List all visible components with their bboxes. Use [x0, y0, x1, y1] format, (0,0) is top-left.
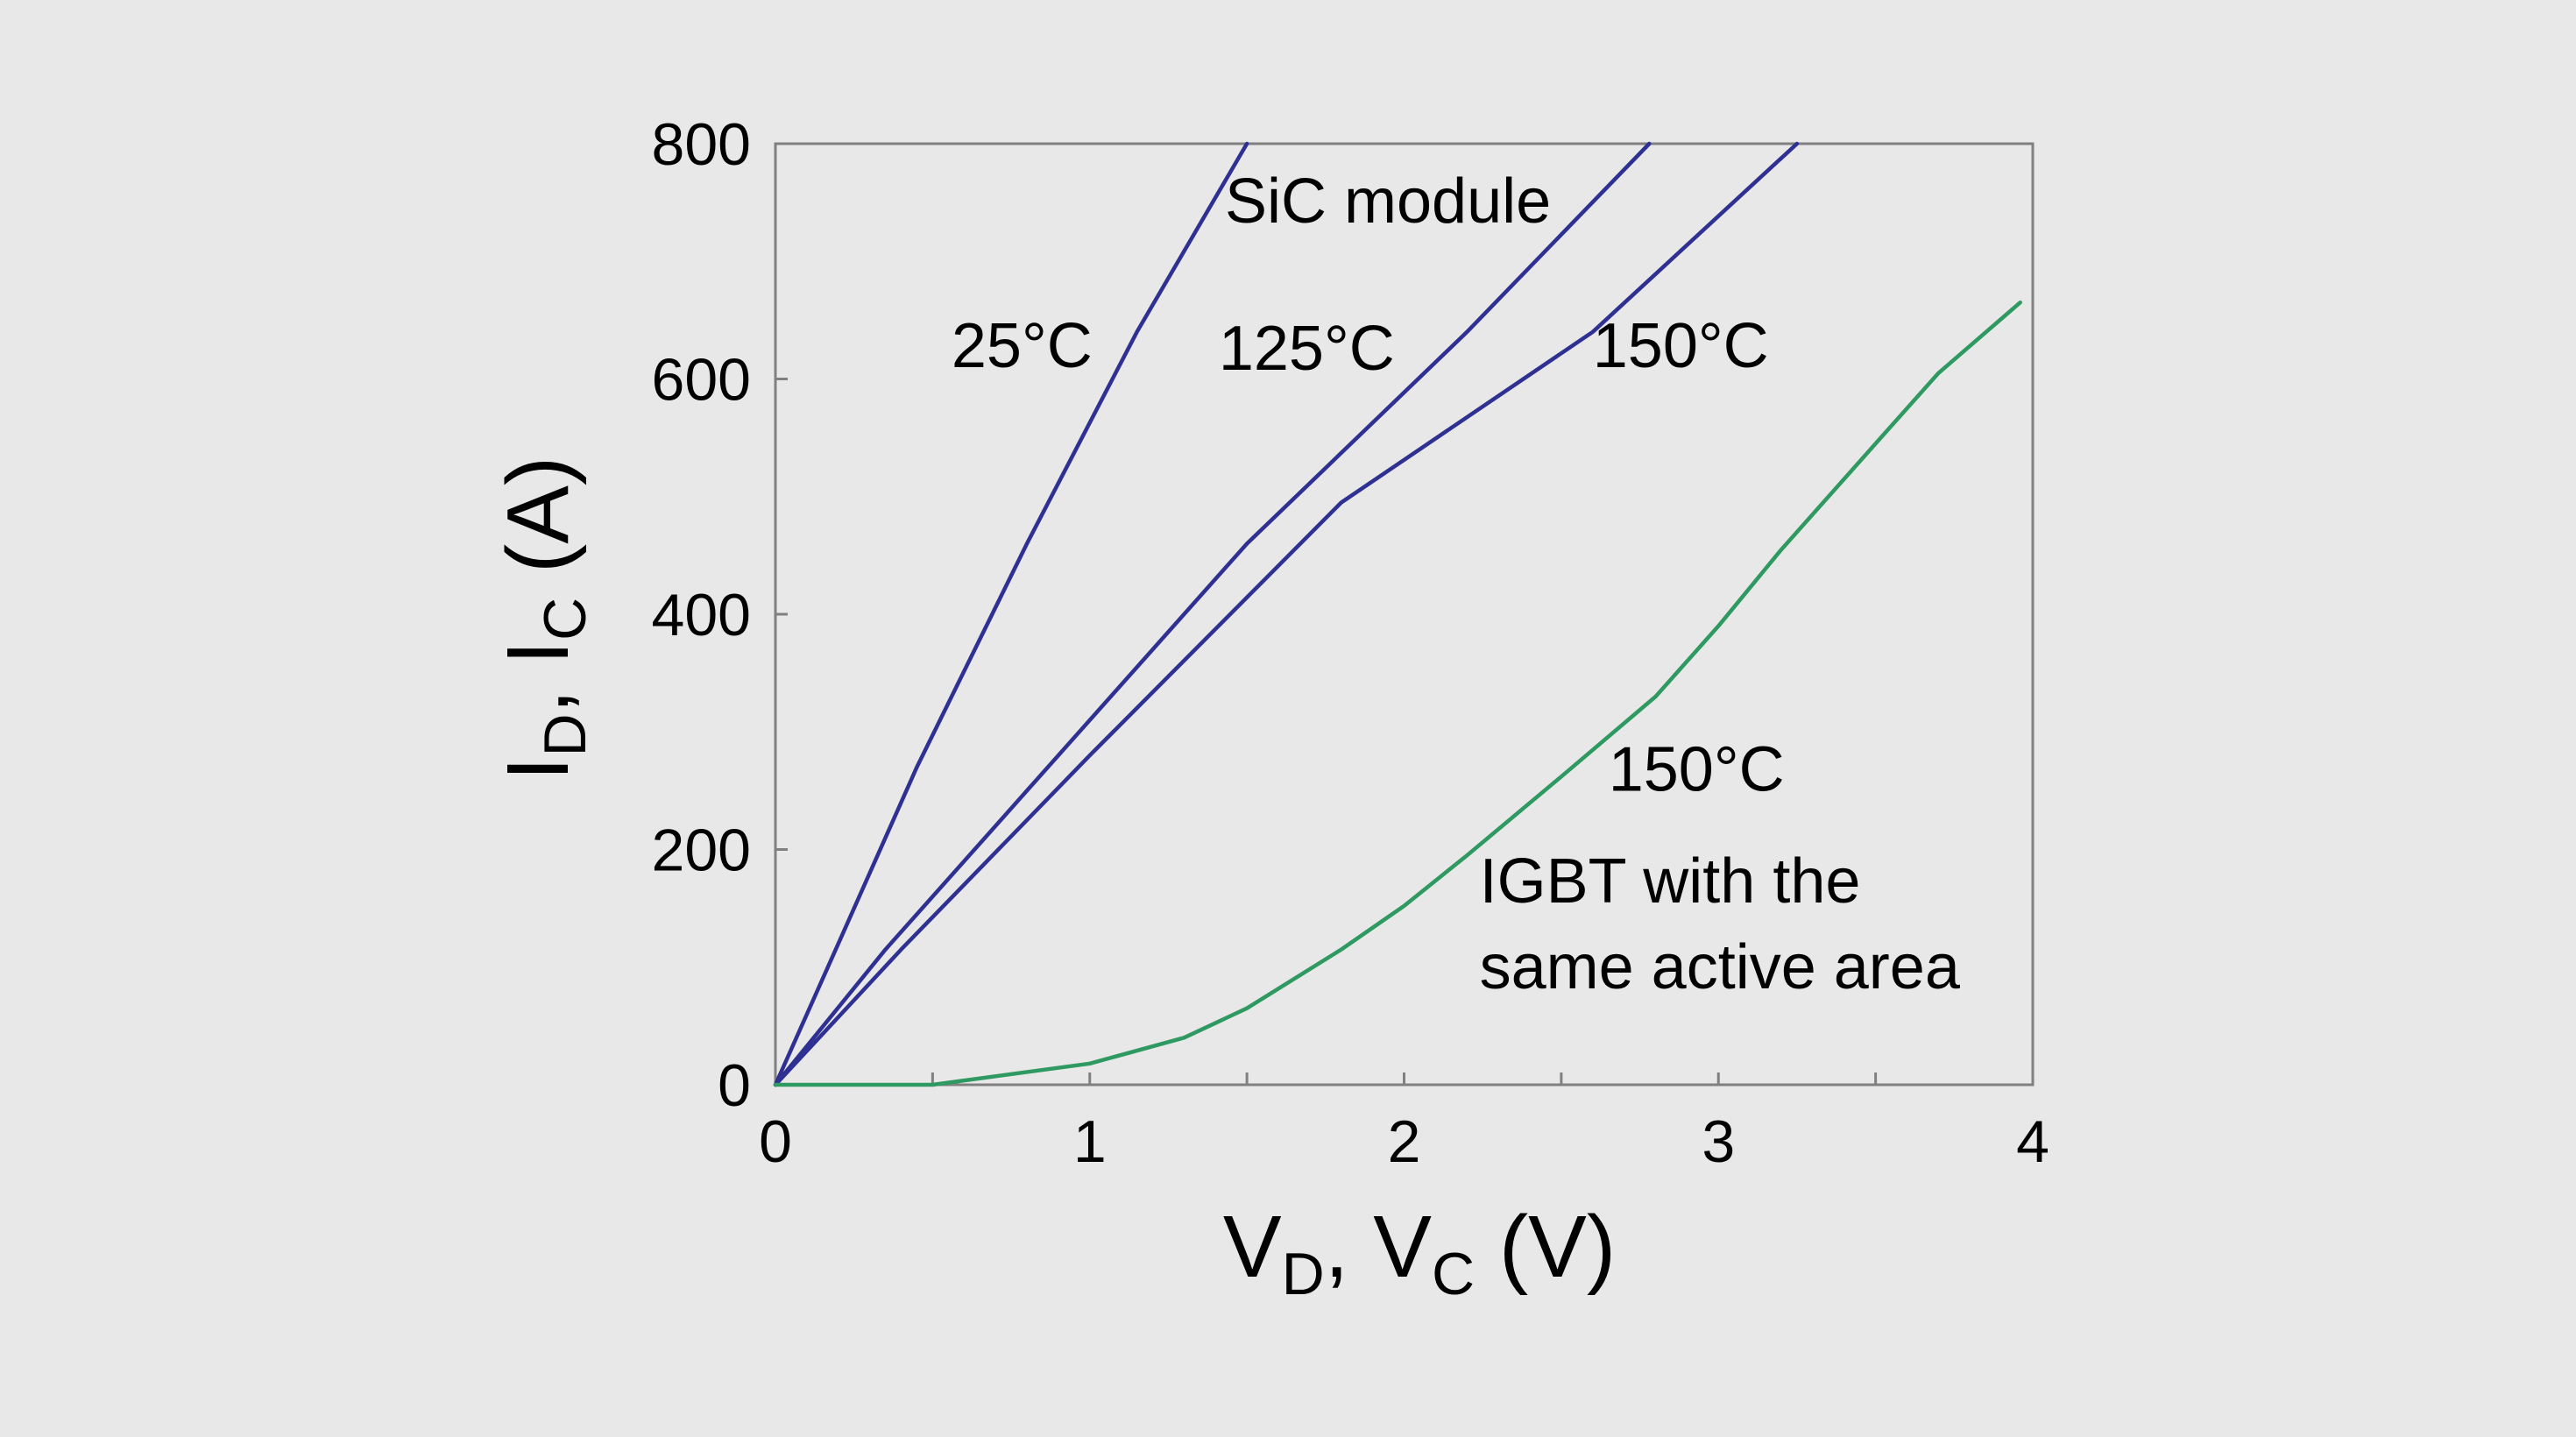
x-tick-label: 4	[2016, 1108, 2049, 1175]
x-axis-title: VD, VC (V)	[1223, 1198, 1616, 1307]
sic-curve	[773, 141, 1800, 1087]
sic-curve	[773, 141, 1652, 1087]
annotation-label: same active area	[1480, 932, 1961, 1002]
series-group	[773, 141, 2022, 1087]
y-tick-label: 800	[652, 111, 751, 178]
x-tick-label: 0	[759, 1108, 792, 1175]
y-tick-label: 0	[718, 1052, 751, 1119]
x-tick-label: 2	[1388, 1108, 1421, 1175]
y-tick-label: 200	[652, 818, 751, 884]
annotation-label: 125°C	[1219, 314, 1395, 384]
annotation-label: 25°C	[952, 311, 1093, 381]
ticks-group: 0 1 2 3 4 0 200 400 600 800	[652, 111, 2049, 1175]
annotation-label: IGBT with the	[1480, 846, 1861, 917]
annotations-group: SiC module 25°C 125°C 150°C 150°C IGBT with t…	[952, 166, 1961, 1002]
annotation-label: SiC module	[1225, 166, 1551, 237]
x-tick-label: 3	[1702, 1108, 1735, 1175]
y-tick-label: 600	[652, 347, 751, 414]
y-axis-title: ID, IC (A)	[489, 457, 598, 781]
annotation-label: 150°C	[1609, 734, 1785, 804]
igbt-curve	[773, 300, 2022, 1087]
sic-curve	[773, 141, 1249, 1087]
x-tick-label: 1	[1073, 1108, 1107, 1175]
annotation-label: 150°C	[1593, 311, 1769, 381]
y-tick-label: 400	[652, 582, 751, 648]
